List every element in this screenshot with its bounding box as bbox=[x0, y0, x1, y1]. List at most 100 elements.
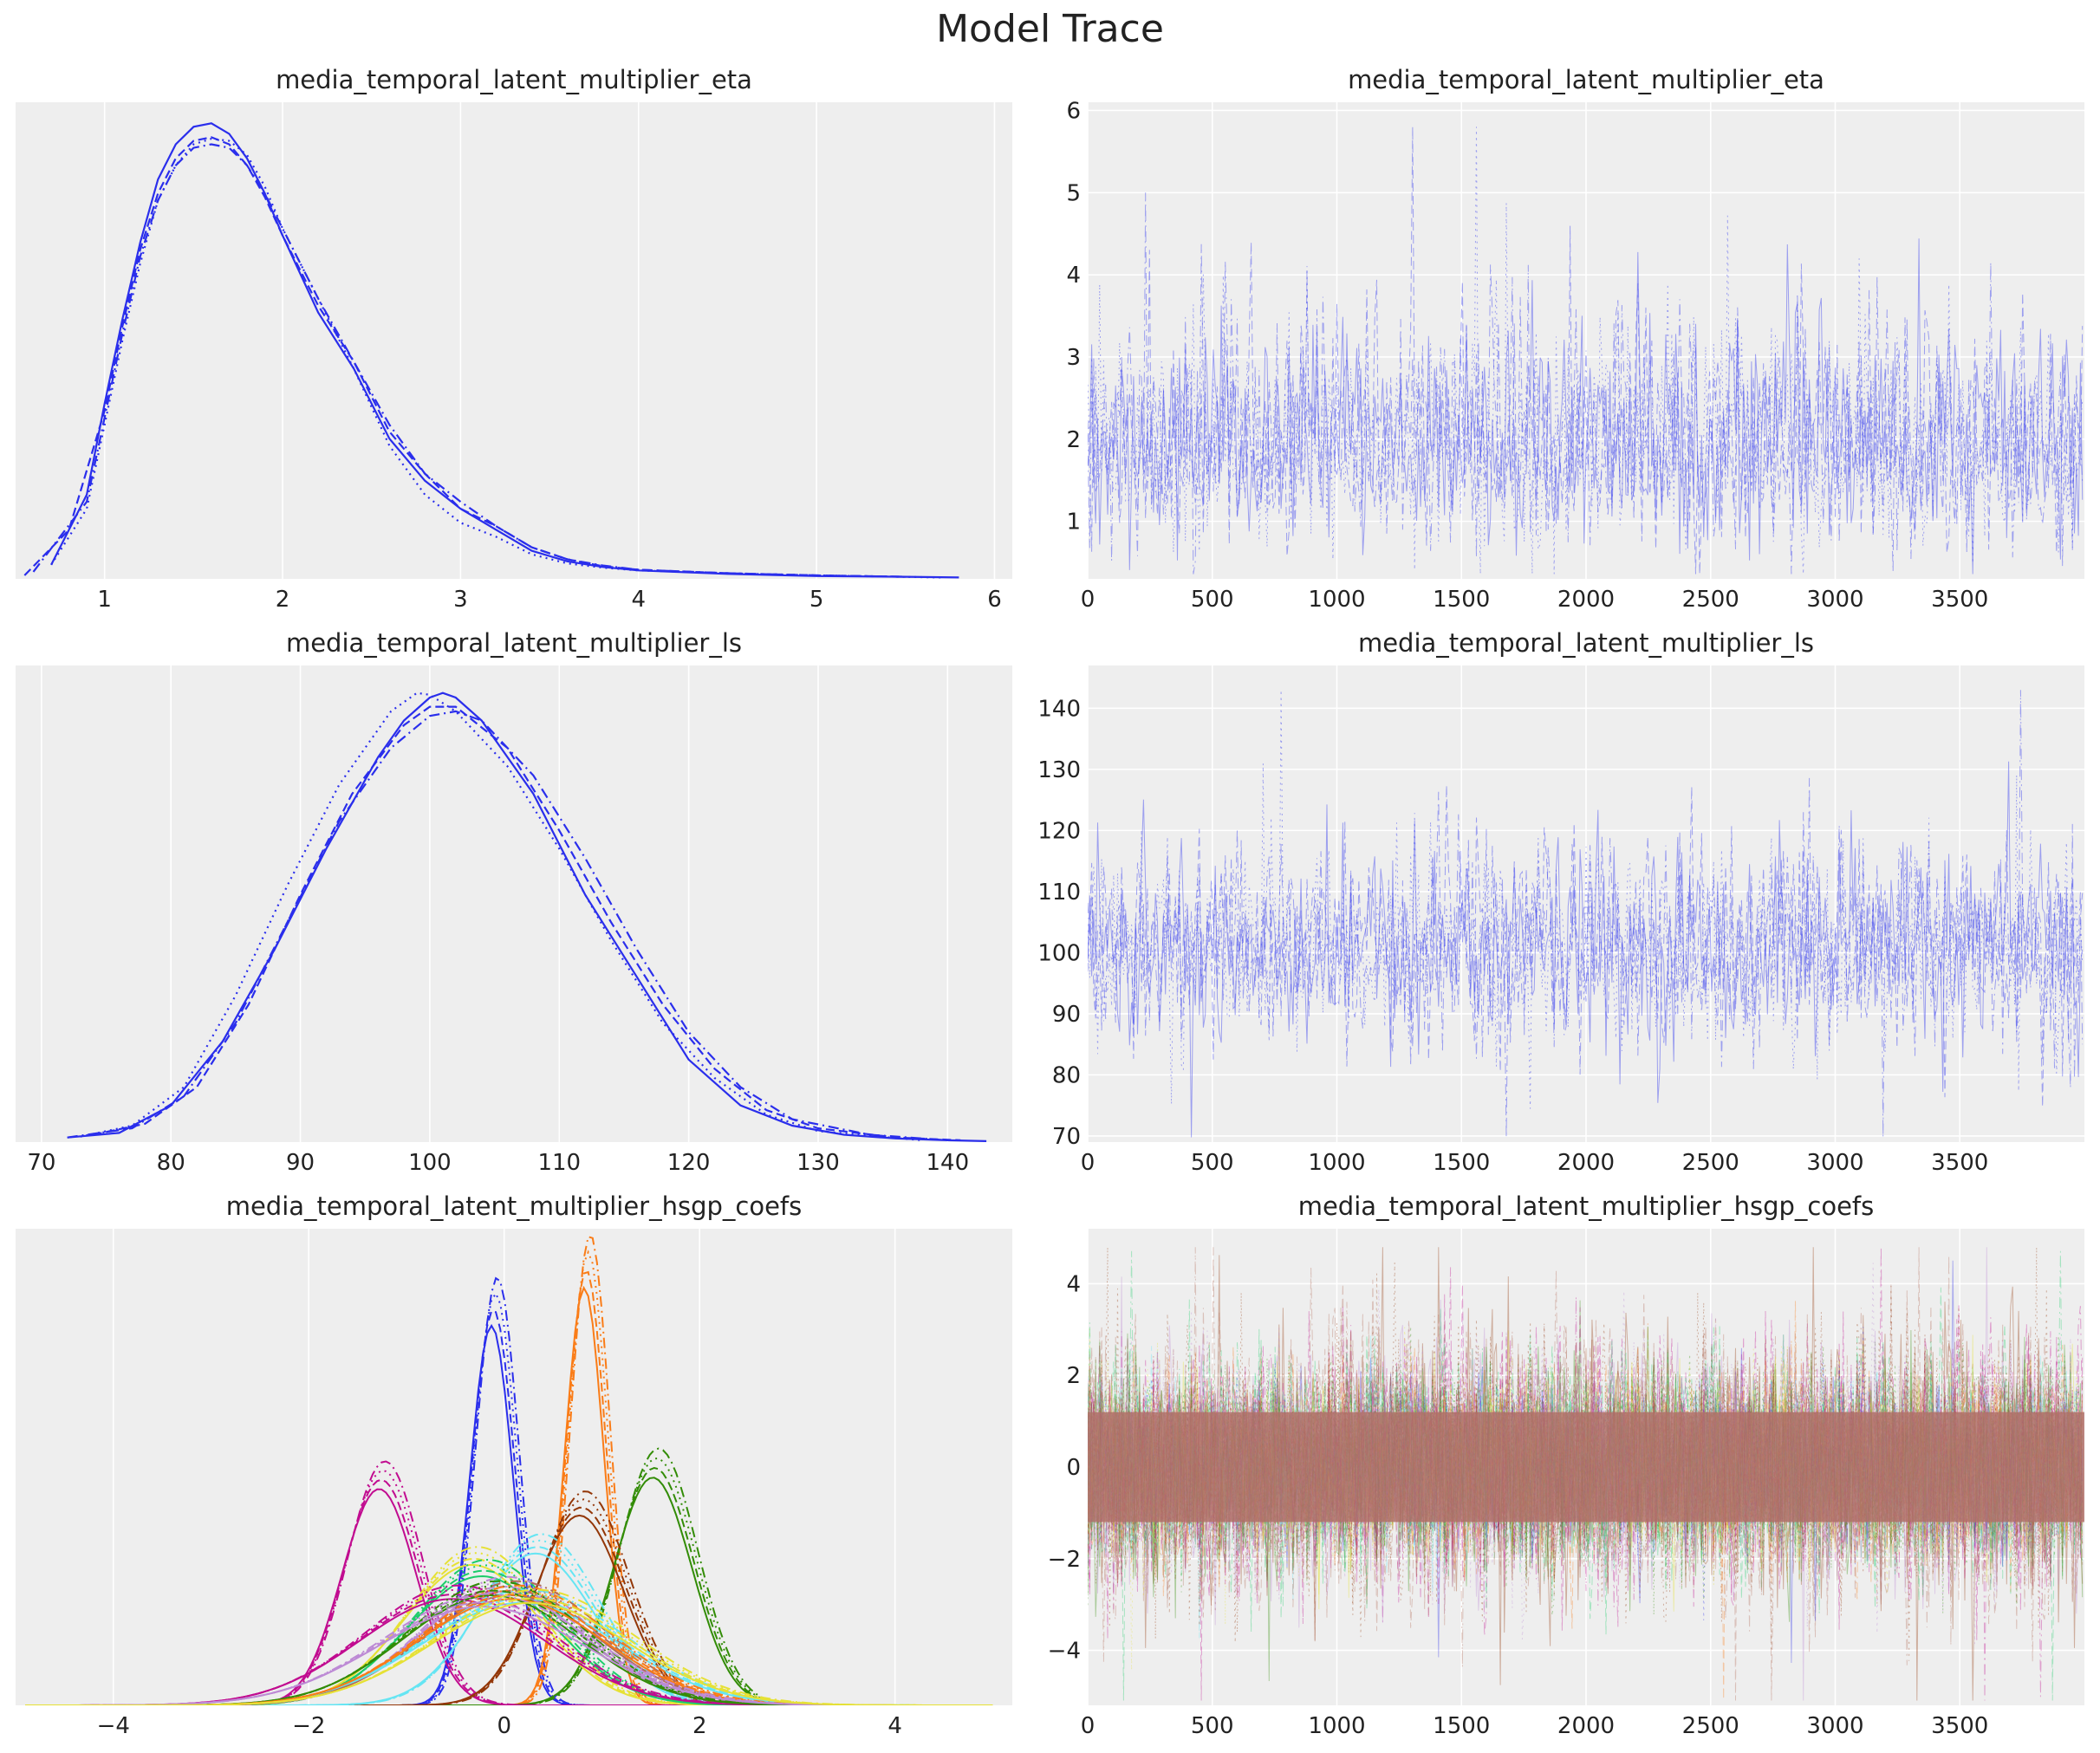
x-tick-label: 3000 bbox=[1806, 1150, 1863, 1176]
trace-line-chain-2 bbox=[1088, 785, 2084, 1107]
y-tick-label: 5 bbox=[1066, 180, 1081, 206]
x-tick-label: 1000 bbox=[1308, 1150, 1365, 1176]
y-tick-label: 2 bbox=[1066, 1363, 1081, 1389]
plot-area bbox=[16, 1229, 1012, 1705]
y-tick-label: 3 bbox=[1066, 345, 1081, 371]
y-tick-label: 130 bbox=[1037, 757, 1081, 783]
x-tick-label: 2500 bbox=[1682, 1150, 1739, 1176]
kde-line-coef-16 bbox=[25, 1588, 993, 1705]
series-group bbox=[1088, 127, 2084, 575]
x-tick-label: 2000 bbox=[1557, 1150, 1615, 1176]
x-tick-label: 500 bbox=[1191, 587, 1234, 613]
plot-area bbox=[16, 665, 1012, 1142]
y-tick-label: 70 bbox=[1052, 1124, 1081, 1150]
x-tick-label: 120 bbox=[667, 1150, 711, 1176]
y-tick-label: 100 bbox=[1037, 940, 1081, 966]
panel-title: media_temporal_latent_multiplier_ls bbox=[286, 628, 742, 658]
x-tick-label: 500 bbox=[1191, 1150, 1234, 1176]
panel-title: media_temporal_latent_multiplier_ls bbox=[1358, 628, 1814, 658]
panel-1: media_temporal_latent_multiplier_eta 1 2 3 4… bbox=[16, 65, 1012, 613]
series-group bbox=[67, 691, 987, 1142]
x-tick-label: 110 bbox=[537, 1150, 581, 1176]
trace-line-chain-3 bbox=[1088, 690, 2084, 1109]
kde-line-coef-6 bbox=[25, 1552, 993, 1705]
x-tick-label: 130 bbox=[796, 1150, 840, 1176]
kde-line-coef-8 bbox=[25, 1574, 993, 1705]
kde-line-coef-1 bbox=[25, 1323, 993, 1705]
x-tick-label: 3000 bbox=[1806, 587, 1863, 613]
x-tick-label: 1000 bbox=[1308, 587, 1365, 613]
x-tick-label: 80 bbox=[157, 1150, 185, 1176]
y-tick-label: 90 bbox=[1052, 1002, 1081, 1028]
kde-line-chain-4 bbox=[32, 143, 906, 578]
kde-line-coef-13 bbox=[25, 1585, 993, 1705]
panel-4: media_temporal_latent_multiplier_ls 0 500 1… bbox=[1037, 628, 2084, 1176]
trace-line-chain-2 bbox=[1088, 127, 2084, 575]
x-tick-label: 5 bbox=[809, 587, 824, 613]
x-tick-label: 500 bbox=[1191, 1713, 1234, 1739]
x-tick-label: 100 bbox=[408, 1150, 452, 1176]
trace-line-chain-4 bbox=[1088, 192, 2084, 575]
x-tick-label: 1500 bbox=[1433, 587, 1490, 613]
kde-line-coef-8 bbox=[25, 1564, 993, 1705]
kde-line-chain-3 bbox=[50, 137, 941, 579]
series-group bbox=[25, 1235, 993, 1705]
x-tick-label: −4 bbox=[97, 1713, 130, 1739]
figure-title: Model Trace bbox=[936, 7, 1164, 51]
panel-2: media_temporal_latent_multiplier_eta 0 500… bbox=[1066, 65, 2084, 613]
x-tick-label: 6 bbox=[987, 587, 1002, 613]
y-tick-label: 80 bbox=[1052, 1062, 1081, 1088]
kde-line-coef-5 bbox=[25, 1514, 993, 1705]
x-tick-label: 2000 bbox=[1557, 1713, 1615, 1739]
x-tick-label: 0 bbox=[1081, 1713, 1096, 1739]
y-tick-label: 4 bbox=[1066, 1271, 1081, 1297]
x-tick-label: 90 bbox=[286, 1150, 315, 1176]
x-tick-label: 2500 bbox=[1682, 1713, 1739, 1739]
y-tick-label: 0 bbox=[1066, 1455, 1081, 1481]
x-tick-label: 2 bbox=[692, 1713, 707, 1739]
panel-title: media_temporal_latent_multiplier_eta bbox=[276, 65, 752, 94]
y-tick-label: 140 bbox=[1037, 696, 1081, 722]
x-tick-label: 2500 bbox=[1682, 587, 1739, 613]
x-tick-label: 1500 bbox=[1433, 1150, 1490, 1176]
y-tick-label: −2 bbox=[1048, 1547, 1081, 1573]
kde-line-coef-1 bbox=[25, 1309, 993, 1705]
y-tick-label: 6 bbox=[1066, 98, 1081, 124]
x-tick-label: 0 bbox=[1081, 587, 1096, 613]
x-tick-label: 1500 bbox=[1433, 1713, 1490, 1739]
kde-line-chain-3 bbox=[80, 691, 922, 1141]
kde-line-chain-2 bbox=[23, 136, 906, 578]
y-tick-label: 120 bbox=[1037, 818, 1081, 844]
kde-line-coef-4 bbox=[25, 1460, 993, 1705]
x-tick-label: 0 bbox=[497, 1713, 511, 1739]
panel-title: media_temporal_latent_multiplier_hsgp_co… bbox=[226, 1191, 803, 1221]
kde-line-coef-11 bbox=[25, 1588, 993, 1705]
kde-line-chain-2 bbox=[93, 705, 961, 1141]
y-tick-label: 110 bbox=[1037, 880, 1081, 906]
series-group bbox=[1088, 690, 2084, 1138]
panel-title: media_temporal_latent_multiplier_eta bbox=[1348, 65, 1824, 94]
x-tick-label: 2000 bbox=[1557, 587, 1615, 613]
x-tick-label: 3500 bbox=[1931, 1713, 1988, 1739]
x-tick-label: 4 bbox=[631, 587, 646, 613]
y-tick-label: 4 bbox=[1066, 263, 1081, 289]
x-tick-label: 2 bbox=[276, 587, 290, 613]
x-tick-label: 3500 bbox=[1931, 1150, 1988, 1176]
y-tick-label: −4 bbox=[1048, 1639, 1081, 1665]
kde-line-chain-1 bbox=[67, 691, 987, 1142]
x-tick-label: 70 bbox=[27, 1150, 55, 1176]
x-tick-label: 3000 bbox=[1806, 1713, 1863, 1739]
x-tick-label: 0 bbox=[1081, 1150, 1096, 1176]
x-tick-label: 3500 bbox=[1931, 587, 1988, 613]
y-tick-label: 1 bbox=[1066, 510, 1081, 536]
x-tick-label: 1000 bbox=[1308, 1713, 1365, 1739]
trace-line-chain-4 bbox=[1088, 690, 2084, 1138]
plot-area bbox=[16, 102, 1012, 579]
trace-overlap-band bbox=[1088, 1412, 2084, 1523]
series-group bbox=[23, 122, 959, 579]
panel-6: media_temporal_latent_multiplier_hsgp_co… bbox=[1048, 1191, 2084, 1739]
panel-5: media_temporal_latent_multiplier_hsgp_co… bbox=[16, 1191, 1012, 1739]
x-tick-label: 140 bbox=[926, 1150, 970, 1176]
y-tick-label: 2 bbox=[1066, 427, 1081, 453]
